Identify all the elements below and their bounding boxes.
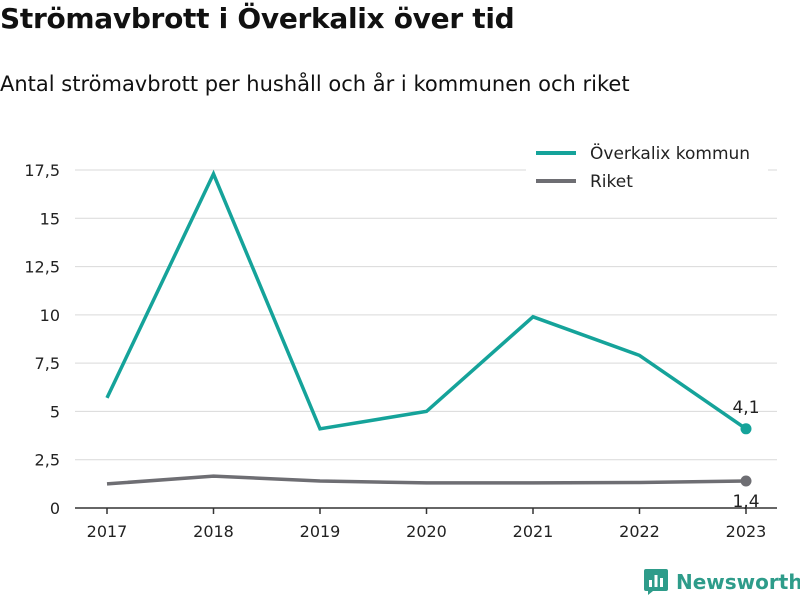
x-tick-label: 2018 [193,522,234,541]
x-tick-label: 2019 [300,522,341,541]
chart-title: Strömavbrott i Överkalix över tid [0,2,515,35]
end-point-marker [740,475,752,487]
y-tick-label: 7,5 [35,354,60,373]
x-tick-label: 2017 [87,522,128,541]
brand-name: Newsworthy [676,570,800,594]
series-line-kommun [105,169,747,431]
series-line-riket [106,474,747,486]
y-tick-label: 0 [50,499,60,518]
y-tick-label: 5 [50,402,60,421]
x-tick-label: 2021 [513,522,554,541]
chart-subtitle: Antal strömavbrott per hushåll och år i … [0,72,630,96]
x-tick-label: 2020 [406,522,447,541]
data-label-kommun: 4,1 [732,398,759,418]
y-tick-label: 17,5 [24,161,60,180]
y-tick-label: 12,5 [24,258,60,277]
data-label-riket: 1,4 [732,492,759,512]
newsworthy-logo-icon [644,569,668,595]
y-tick-label: 10 [40,306,60,325]
legend-label: Riket [590,172,633,192]
end-point-marker [740,423,752,435]
x-tick-label: 2022 [619,522,660,541]
x-tick-label: 2023 [726,522,767,541]
legend-box [526,135,768,197]
y-tick-label: 15 [40,209,60,228]
y-tick-label: 2,5 [35,451,60,470]
legend-label: Överkalix kommun [590,142,750,164]
brand: Newsworthy [644,569,800,595]
